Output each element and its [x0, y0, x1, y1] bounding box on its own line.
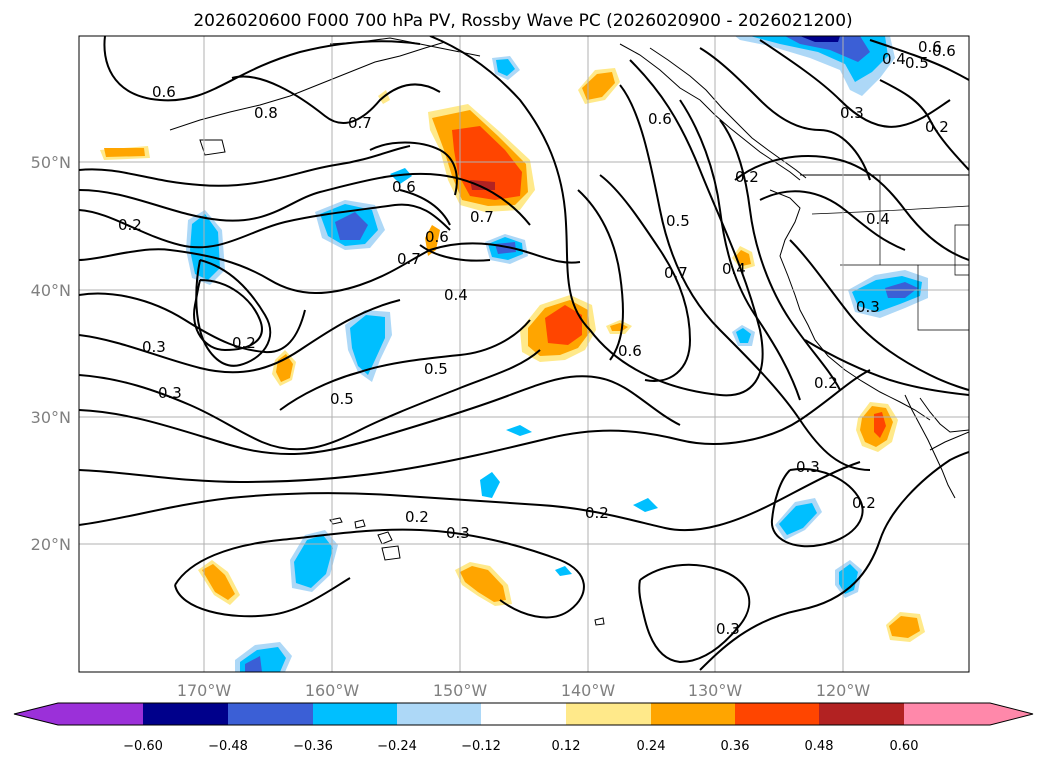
contour-label: 0.4	[722, 260, 746, 278]
contour-label: 0.6	[152, 83, 176, 101]
contour-label: 0.7	[397, 250, 421, 268]
contour-label: 0.5	[330, 390, 354, 408]
contour-label: 0.3	[446, 524, 470, 542]
colorbar-tick-label: −0.60	[123, 739, 163, 754]
colorbar-ticks: −0.60 −0.48 −0.36 −0.24 −0.12 0.12 0.24 …	[123, 739, 918, 754]
contour-label: 0.2	[118, 216, 142, 234]
contour-label: 0.2	[232, 334, 256, 352]
colorbar: −0.60 −0.48 −0.36 −0.24 −0.12 0.12 0.24 …	[13, 702, 1034, 754]
colorbar-segment	[819, 703, 904, 725]
colorbar-tick-label: 0.36	[721, 739, 750, 754]
contour-label: 0.3	[716, 620, 740, 638]
contour-label: 0.7	[664, 264, 688, 282]
map-title: 2026020600 F000 700 hPa PV, Rossby Wave …	[193, 11, 852, 31]
contour-label: 0.3	[142, 338, 166, 356]
lat-label: 20°N	[31, 535, 71, 554]
contour-label: 0.2	[735, 168, 759, 186]
contour-label: 0.5	[905, 54, 929, 72]
lat-label: 50°N	[31, 153, 71, 172]
colorbar-tick-label: −0.24	[377, 739, 417, 754]
colorbar-tick-label: 0.48	[805, 739, 834, 754]
contour-label: 0.3	[856, 298, 880, 316]
colorbar-segment	[143, 703, 228, 725]
colorbar-tick-label: 0.12	[552, 739, 581, 754]
colorbar-extend-high	[904, 703, 1033, 725]
colorbar-segment	[651, 703, 735, 725]
lon-label: 130°W	[688, 681, 743, 700]
contour-label: 0.4	[444, 286, 468, 304]
contour-label: 0.3	[796, 458, 820, 476]
latitude-labels: 50°N 40°N 30°N 20°N	[31, 153, 71, 554]
lat-label: 30°N	[31, 408, 71, 427]
contour-label: 0.5	[424, 360, 448, 378]
lat-label: 40°N	[31, 281, 71, 300]
contour-label: 0.4	[882, 50, 906, 68]
contour-label: 0.2	[405, 508, 429, 526]
coastlines	[169, 37, 969, 626]
contour-label: 0.3	[840, 104, 864, 122]
contour-label: 0.6	[918, 38, 942, 56]
contour-label: 0.2	[925, 118, 949, 136]
map-frame	[78, 35, 970, 673]
gridlines	[79, 36, 969, 672]
colorbar-segment	[228, 703, 313, 725]
contour-label: 0.6	[648, 110, 672, 128]
colorbar-tick-label: −0.36	[293, 739, 333, 754]
contour-label: 0.6	[392, 178, 416, 196]
colorbar-segment	[566, 703, 651, 725]
contour-label: 0.4	[866, 210, 890, 228]
contour-label: 0.2	[814, 374, 838, 392]
contour-label: 0.3	[158, 384, 182, 402]
lon-label: 120°W	[816, 681, 871, 700]
lon-label: 160°W	[305, 681, 360, 700]
colorbar-segment	[735, 703, 819, 725]
contour-label: 0.8	[254, 104, 278, 122]
colorbar-extend-low	[14, 703, 143, 725]
contour-label: 0.6	[932, 42, 956, 60]
pv-contours	[79, 36, 969, 671]
colorbar-segment	[397, 703, 481, 725]
map-area: 0.6 0.8 0.7 0.6 0.7 0.6 0.2 0.2 0.6 0.7 …	[79, 36, 969, 672]
lon-label: 150°W	[433, 681, 488, 700]
lon-label: 170°W	[177, 681, 232, 700]
colorbar-tick-label: 0.60	[890, 739, 919, 754]
contour-label: 0.2	[852, 494, 876, 512]
colorbar-segment	[481, 703, 566, 725]
contour-labels: 0.6 0.8 0.7 0.6 0.7 0.6 0.2 0.2 0.6 0.7 …	[118, 38, 956, 638]
contour-label: 0.7	[470, 208, 494, 226]
contour-label: 0.2	[585, 504, 609, 522]
colorbar-segment	[313, 703, 397, 725]
longitude-labels: 170°W 160°W 150°W 140°W 130°W 120°W	[177, 681, 871, 700]
colorbar-tick-label: 0.24	[637, 739, 666, 754]
contour-label: 0.6	[618, 342, 642, 360]
contour-label: 0.5	[666, 212, 690, 230]
contour-label: 0.6	[425, 228, 449, 246]
lon-label: 140°W	[561, 681, 616, 700]
colorbar-tick-label: −0.12	[461, 739, 501, 754]
colorbar-tick-label: −0.48	[208, 739, 248, 754]
contour-label: 0.7	[348, 114, 372, 132]
